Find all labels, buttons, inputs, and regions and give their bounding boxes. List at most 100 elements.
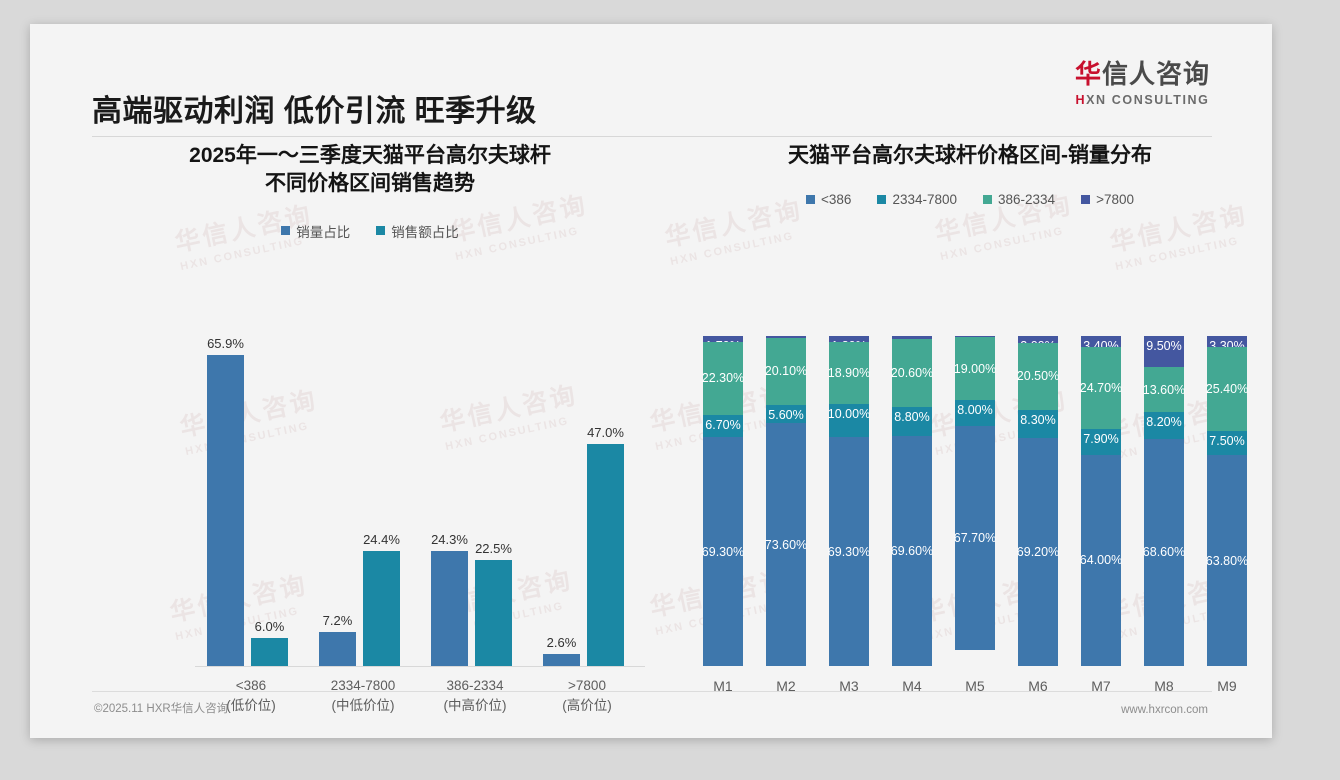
stack-segment[interactable]: 73.60% [765,423,807,666]
stacked-bar[interactable]: 9.50% 13.60% 8.20% 68.60% [1142,336,1186,666]
legend-item-price-1[interactable]: 2334-7800 [877,192,957,207]
bar-revenue[interactable]: 6.0% [251,619,288,666]
right-chart-legend: <386 2334-7800 386-2334 >7800 [675,192,1265,207]
left-chart-axis [195,666,645,667]
stack-segment[interactable]: 69.60% [890,436,934,666]
bar-value-label: 22.5% [475,540,512,556]
stacked-bar[interactable]: 0.70%20.10%5.60%73.60% [765,336,807,666]
stack-segment[interactable]: 8.00% [955,400,995,427]
stack-segment[interactable]: 7.50% [1207,430,1247,456]
stacked-bar[interactable]: 3.40% 24.70% 7.90% 64.00% [1079,336,1123,666]
segment-value-label: 69.60% [890,544,934,559]
category-range: 386-2334 [446,678,504,693]
bar-volume[interactable]: 24.3% [431,532,468,666]
bar-group: 65.9% 6.0% <386 (低价位) [201,301,301,713]
bar-revenue[interactable]: 47.0% [587,425,624,666]
logo-chinese-accent: 华 [1074,59,1102,89]
segment-value-label: 20.60% [890,366,934,381]
legend-item-price-3[interactable]: >7800 [1081,192,1134,207]
segment-value-label: 68.60% [1142,545,1186,560]
stack-segment[interactable]: 63.80% [1206,455,1248,666]
copyright-text: ©2025.11 HXR华信人咨询 [94,703,229,715]
x-axis-month-label: M4 [902,678,922,694]
segment-value-label: 8.80% [894,410,930,425]
segment-value-label: 69.20% [1016,544,1060,559]
right-chart-panel: 天猫平台高尔夫球杆价格区间-销量分布 <386 2334-7800 386-2334… [675,142,1265,702]
stack-segment[interactable]: 18.90% [828,341,870,405]
stack-segment[interactable]: 68.60% [1142,439,1186,666]
logo-english: HXN CONSULTING [1075,93,1210,107]
stack-segment[interactable]: 8.80% [892,407,932,437]
legend-item-price-2[interactable]: 386-2334 [983,192,1055,207]
stack-segment[interactable]: 13.60% [1143,367,1185,413]
stack-segment[interactable]: 6.70% [703,415,743,438]
stack-segment[interactable]: 64.00% [1079,454,1123,666]
bar-revenue[interactable]: 22.5% [475,541,512,666]
stack-segment[interactable]: 7.90% [1081,428,1121,455]
segment-value-label: 22.30% [701,371,745,386]
legend-swatch-icon [281,226,291,236]
legend-item-sales-0[interactable]: 销量占比 [281,221,350,241]
stack-segment[interactable]: 24.70% [1080,347,1122,429]
stacked-bar[interactable]: 2.00% 20.50% 8.30% 69.20% [1016,336,1060,666]
stack-segment[interactable]: 67.70% [954,426,996,650]
stack-segment[interactable]: 5.60% [766,404,806,424]
stack-segment[interactable]: 10.00% [827,404,871,438]
header-divider [92,136,1212,137]
bar-revenue[interactable]: 24.4% [363,532,400,666]
stack-segment[interactable]: 2.00% [1018,336,1058,353]
x-axis-month-label: M5 [965,678,985,694]
stack-segment[interactable]: 69.30% [828,437,870,666]
right-chart-title: 天猫平台高尔夫球杆价格区间-销量分布 [788,144,1152,167]
stack-segment[interactable]: 8.30% [1018,410,1058,438]
stack-segment[interactable]: 25.40% [1205,346,1249,431]
segment-value-label: 8.00% [957,403,993,417]
legend-swatch-icon [376,226,386,236]
bar-volume[interactable]: 65.9% [207,336,244,666]
left-chart-plot: 65.9% 6.0% <386 (低价位) 7.2% 24.4% 2334-7800 (中低价… [165,301,645,713]
stack-segment[interactable]: 9.50% [1144,336,1184,368]
segment-value-label: 8.20% [1146,415,1182,430]
segment-value-label: 20.50% [1016,369,1060,384]
stack-segment[interactable]: 20.60% [890,339,934,408]
category-range: 2334-7800 [330,678,396,693]
legend-item-price-0[interactable]: <386 [806,192,851,207]
stacked-bar-group: 3.40% 24.70% 7.90% 64.00% M7 [1079,301,1123,694]
legend-label: >7800 [1096,192,1134,208]
legend-item-sales-1[interactable]: 销售额占比 [376,221,459,241]
legend-label: 2334-7800 [892,192,957,208]
stacked-bar[interactable]: 1.80%18.90%10.00%69.30% [827,336,871,666]
segment-value-label: 9.50% [1146,339,1182,353]
stack-segment[interactable]: 20.50% [1016,342,1060,411]
stack-segment[interactable]: 69.20% [1016,437,1060,666]
segment-value-label: 25.40% [1205,381,1249,396]
stacked-bar[interactable]: 1.70%22.30%6.70%69.30% [701,336,745,666]
segment-value-label: 10.00% [827,407,871,422]
stacked-bar-group: 1.80%18.90%10.00%69.30%M3 [827,301,871,694]
stack-segment[interactable]: 3.40% [1081,336,1121,353]
category-tier: (高价位) [562,698,612,714]
stack-segment[interactable]: 22.30% [701,341,745,416]
stacked-bar[interactable]: 3.30% 25.40% 7.50% 63.80% [1205,336,1249,666]
stack-segment[interactable]: 20.10% [765,338,807,405]
stack-segment[interactable]: 19.00% [954,337,996,400]
stacked-bar-group: 0.40%19.00%8.00%67.70%M5 [954,301,996,694]
stack-segment[interactable]: 8.20% [1144,412,1184,440]
x-axis-month-label: M6 [1028,678,1048,694]
segment-value-label: 64.00% [1079,553,1123,568]
company-logo: 华信人咨询 HXN CONSULTING [1075,60,1210,107]
bar-group: 2.6% 47.0% >7800 (高价位) [537,301,637,713]
logo-chinese: 华信人咨询 [1075,60,1210,89]
segment-value-label: 7.90% [1083,431,1119,446]
stacked-bar[interactable]: 0.40%19.00%8.00%67.70% [954,336,996,666]
legend-swatch-icon [1081,195,1091,205]
stack-segment[interactable]: 3.30% [1207,336,1247,353]
stack-segment[interactable]: 69.30% [702,437,744,666]
legend-swatch-icon [877,195,887,205]
bar-volume[interactable]: 2.6% [543,635,580,666]
stacked-bar[interactable]: 1.00%20.60%8.80%69.60% [890,336,934,666]
bar-volume[interactable]: 7.2% [319,613,356,666]
segment-value-label: 5.60% [768,407,804,422]
bar-value-label: 24.4% [363,531,400,547]
page-title: 高端驱动利润 低价引流 旺季升级 [92,95,537,128]
